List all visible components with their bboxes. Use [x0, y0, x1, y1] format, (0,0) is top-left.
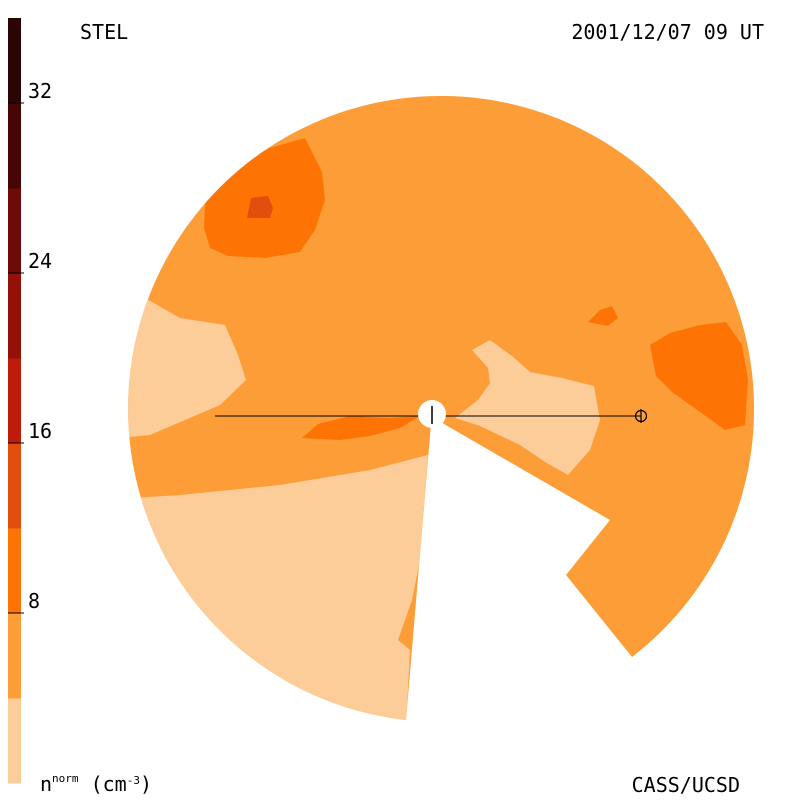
unit-exponent: -3 — [126, 774, 140, 787]
colorbar-band-5 — [8, 273, 21, 359]
colorbar-tick-label-24: 24 — [28, 249, 53, 273]
colorbar-band-8 — [8, 18, 21, 104]
low-density-region-south-west — [128, 455, 428, 721]
colorbar-tick-label-16: 16 — [28, 419, 53, 443]
elevated-density-spot-north-east — [588, 306, 618, 326]
observatory-label: STEL — [80, 20, 129, 44]
timestamp-label: 2001/12/07 09 UT — [571, 20, 764, 44]
colorbar-band-6 — [8, 188, 21, 274]
colorbar-band-4 — [8, 358, 21, 444]
colorbar-unit-label: nnorm (cm-3) — [40, 772, 152, 796]
unit-suffix: ) — [139, 772, 153, 796]
low-density-region-east — [455, 340, 600, 475]
colorbar-band-7 — [8, 103, 21, 189]
colorbar-band-3 — [8, 443, 21, 529]
credit-label: CASS/UCSD — [631, 773, 740, 797]
colorbar-band-2 — [8, 528, 21, 614]
colorbar-ticks — [8, 102, 24, 614]
colorbar-tick-label-8: 8 — [28, 589, 41, 613]
colorbar-tick-label-32: 32 — [28, 79, 53, 103]
colorbar-band-1 — [8, 613, 21, 699]
colorbar — [8, 18, 21, 784]
elevated-density-region-near-sun — [302, 416, 420, 440]
quantity-symbol: n — [40, 772, 53, 796]
earth-symbol-icon — [634, 409, 648, 423]
unit-prefix: (cm — [90, 772, 127, 796]
elevated-density-region-east — [650, 322, 748, 430]
quantity-superscript: norm — [52, 772, 79, 785]
colorbar-band-0 — [8, 698, 21, 784]
high-density-spot — [247, 196, 273, 218]
